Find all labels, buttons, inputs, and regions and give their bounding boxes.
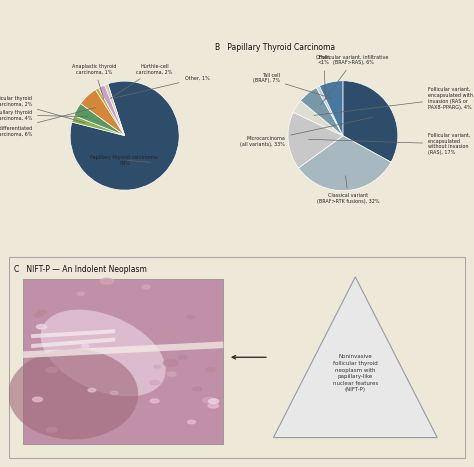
Circle shape bbox=[36, 325, 47, 329]
Circle shape bbox=[150, 399, 159, 403]
Text: Anaplastic thyroid
carcinoma, 1%: Anaplastic thyroid carcinoma, 1% bbox=[73, 64, 117, 99]
Circle shape bbox=[208, 403, 219, 408]
Circle shape bbox=[100, 278, 114, 284]
Circle shape bbox=[167, 372, 176, 376]
Circle shape bbox=[154, 365, 161, 368]
Text: Papillary thyroid carcinoma,
84%: Papillary thyroid carcinoma, 84% bbox=[91, 155, 159, 166]
Circle shape bbox=[88, 389, 96, 392]
Text: Other, 1%: Other, 1% bbox=[114, 76, 210, 98]
Wedge shape bbox=[72, 115, 125, 135]
Wedge shape bbox=[70, 81, 179, 190]
Text: Other,
<1%: Other, <1% bbox=[316, 55, 331, 99]
Wedge shape bbox=[95, 88, 125, 135]
Text: Follicular thyroid
carcinoma, 2%: Follicular thyroid carcinoma, 2% bbox=[0, 96, 85, 123]
Circle shape bbox=[46, 367, 58, 373]
Circle shape bbox=[192, 387, 201, 391]
Text: Poorly differentiated
thyroid carcinoma, 6%: Poorly differentiated thyroid carcinoma,… bbox=[0, 108, 95, 137]
Text: Microcarcinoma
(all variants), 33%: Microcarcinoma (all variants), 33% bbox=[240, 117, 373, 147]
Wedge shape bbox=[293, 101, 343, 136]
Wedge shape bbox=[105, 84, 125, 135]
Circle shape bbox=[207, 368, 215, 372]
Text: Medullary thyroid
carcinoma, 4%: Medullary thyroid carcinoma, 4% bbox=[0, 110, 88, 120]
Wedge shape bbox=[301, 87, 343, 136]
Wedge shape bbox=[299, 136, 391, 191]
Wedge shape bbox=[317, 86, 343, 136]
Text: Hürthle-cell
carcinoma, 2%: Hürthle-cell carcinoma, 2% bbox=[110, 64, 173, 99]
Circle shape bbox=[209, 399, 219, 403]
Ellipse shape bbox=[8, 349, 138, 439]
Ellipse shape bbox=[41, 310, 166, 396]
Circle shape bbox=[203, 397, 216, 403]
Circle shape bbox=[34, 313, 43, 317]
Polygon shape bbox=[23, 341, 223, 358]
Circle shape bbox=[33, 397, 43, 402]
Circle shape bbox=[38, 310, 47, 314]
Text: Noninvasive
follicular thyroid
neoplasm with
papillary-like
nuclear features
(NI: Noninvasive follicular thyroid neoplasm … bbox=[333, 354, 378, 392]
Wedge shape bbox=[74, 104, 125, 135]
Text: B   Papillary Thyroid Carcinoma: B Papillary Thyroid Carcinoma bbox=[215, 43, 336, 52]
Circle shape bbox=[188, 420, 196, 424]
Polygon shape bbox=[31, 338, 115, 348]
Circle shape bbox=[150, 381, 160, 385]
Circle shape bbox=[110, 391, 118, 395]
Text: Follicular variant,
encapsulated
without invasion
(RAS), 17%: Follicular variant, encapsulated without… bbox=[309, 133, 471, 155]
Circle shape bbox=[163, 360, 178, 366]
Circle shape bbox=[187, 315, 195, 319]
Text: C   NIFT-P — An Indolent Neoplasm: C NIFT-P — An Indolent Neoplasm bbox=[14, 265, 147, 274]
Text: Classical variant
(BRAF>RTK fusions), 32%: Classical variant (BRAF>RTK fusions), 32… bbox=[317, 176, 380, 204]
Polygon shape bbox=[31, 329, 115, 338]
Wedge shape bbox=[99, 85, 125, 135]
Bar bbox=[23, 279, 223, 444]
Wedge shape bbox=[343, 81, 398, 162]
Circle shape bbox=[46, 427, 57, 432]
Text: Follicular variant, infiltrative
(BRAF>RAS), 6%: Follicular variant, infiltrative (BRAF>R… bbox=[319, 55, 389, 105]
Circle shape bbox=[77, 292, 84, 295]
Circle shape bbox=[178, 355, 187, 360]
Circle shape bbox=[82, 345, 89, 347]
Text: Tall cell
(BRAF), 7%: Tall cell (BRAF), 7% bbox=[253, 72, 332, 99]
Wedge shape bbox=[288, 112, 343, 168]
Wedge shape bbox=[319, 81, 343, 136]
Wedge shape bbox=[81, 90, 125, 135]
Circle shape bbox=[142, 285, 150, 289]
Polygon shape bbox=[273, 277, 437, 438]
Text: Follicular variant,
encapsulated with
invasion (RAS or
PAX8–PPARG), 4%: Follicular variant, encapsulated with in… bbox=[314, 87, 473, 115]
